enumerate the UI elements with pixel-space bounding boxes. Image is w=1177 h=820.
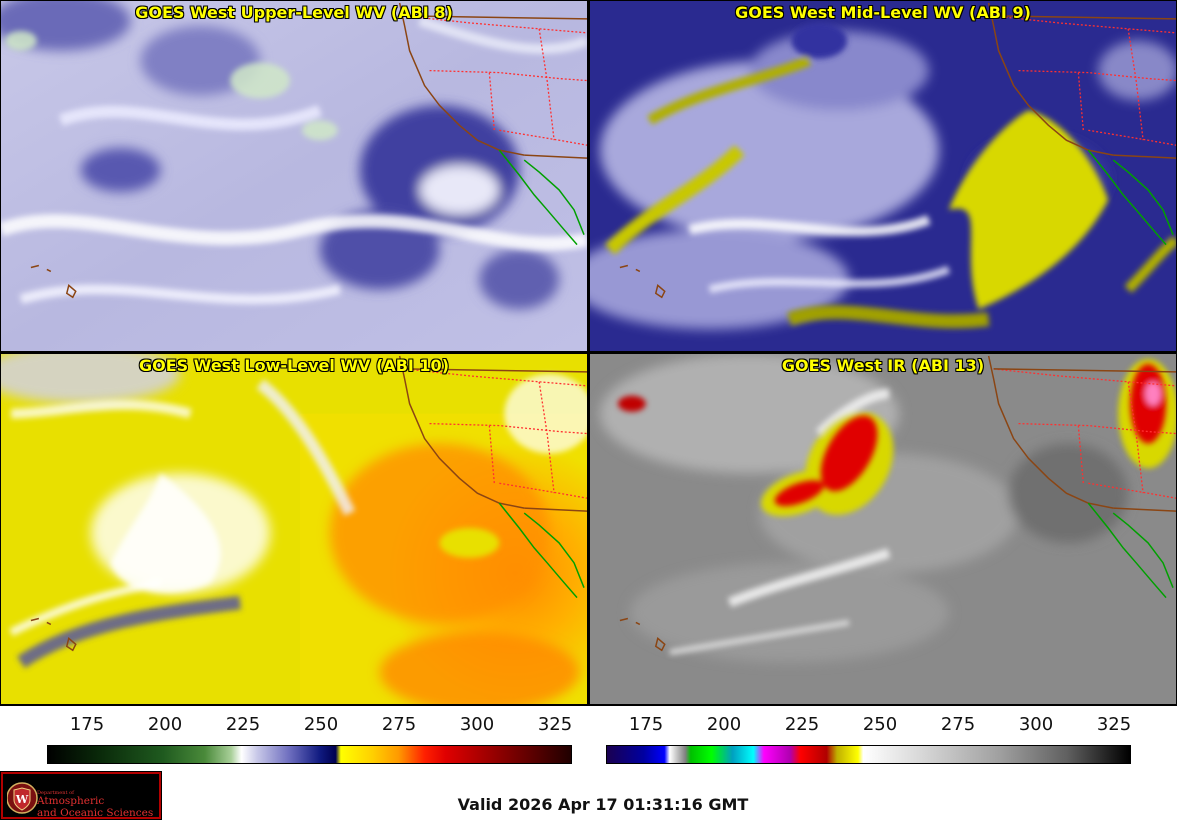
mexico-coast	[498, 149, 585, 246]
logo-line-1: Atmospheric	[37, 795, 105, 807]
coastline	[30, 2, 587, 299]
panel-ir: GOES West IR (ABI 13)	[589, 353, 1177, 705]
upper-level-wv-imagery	[1, 1, 587, 351]
logo-dept-label: Department of	[37, 790, 74, 796]
tick-label: 175	[628, 714, 664, 735]
ir-colorbar-ticks: 175 200 225 250 275 300 325	[606, 714, 1131, 744]
satellite-panels: GOES West Upper-Level WV (ABI 8)	[0, 0, 1177, 706]
tick-label: 225	[225, 714, 261, 735]
us-state-borders	[404, 15, 587, 146]
tick-label: 175	[69, 714, 105, 735]
tick-label: 325	[537, 714, 573, 735]
ir-color-scale	[606, 745, 1131, 764]
ir-imagery	[590, 354, 1176, 704]
tick-label: 200	[706, 714, 742, 735]
tick-label: 200	[147, 714, 183, 735]
logo-background: W Department of Atmospheric and Oceanic …	[3, 774, 159, 819]
panel-title: GOES West Upper-Level WV (ABI 8)	[135, 3, 453, 22]
tick-label: 300	[1018, 714, 1054, 735]
mid-level-wv-imagery	[590, 1, 1176, 351]
tick-label: 250	[303, 714, 339, 735]
wv-colorbar-ticks: 175 200 225 250 275 300 325	[47, 714, 572, 744]
valid-time: Valid 2026 Apr 17 01:31:16 GMT	[457, 795, 749, 814]
low-level-wv-imagery	[1, 354, 587, 704]
svg-text:W: W	[15, 793, 29, 806]
wv-colorbar: 175 200 225 250 275 300 325	[47, 706, 572, 768]
tick-label: 250	[862, 714, 898, 735]
tick-label: 325	[1096, 714, 1132, 735]
logo-line-2: and Oceanic Sciences	[37, 807, 154, 819]
panel-upper-level-wv: GOES West Upper-Level WV (ABI 8)	[0, 0, 588, 352]
aos-logo[interactable]: W Department of Atmospheric and Oceanic …	[0, 771, 162, 820]
panel-title: GOES West Mid-Level WV (ABI 9)	[735, 3, 1031, 22]
tick-label: 225	[784, 714, 820, 735]
panel-title: GOES West Low-Level WV (ABI 10)	[138, 356, 449, 375]
panel-title: GOES West IR (ABI 13)	[781, 356, 985, 375]
uw-seal-icon: W	[7, 782, 38, 814]
wv-color-scale	[47, 745, 572, 764]
tick-label: 300	[459, 714, 495, 735]
panel-low-level-wv: GOES West Low-Level WV (ABI 10)	[0, 353, 588, 705]
ir-colorbar: 175 200 225 250 275 300 325	[606, 706, 1131, 768]
panel-mid-level-wv: GOES West Mid-Level WV (ABI 9)	[589, 0, 1177, 352]
tick-label: 275	[940, 714, 976, 735]
tick-label: 275	[381, 714, 417, 735]
